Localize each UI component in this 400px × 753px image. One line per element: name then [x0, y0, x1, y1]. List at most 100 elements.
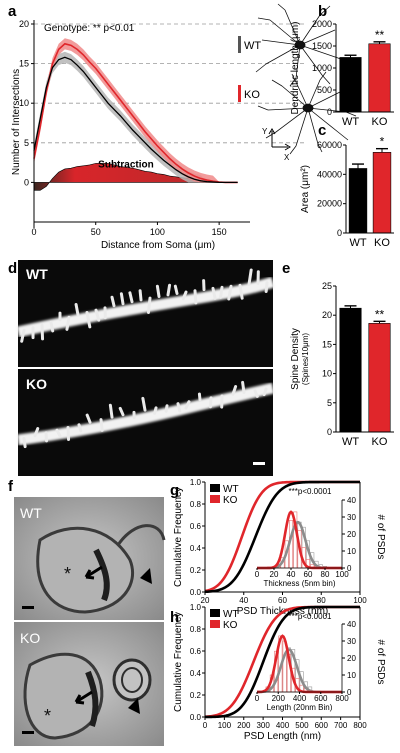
inset-xtick-label: 200 [272, 694, 286, 703]
ytick-label: 500 [317, 85, 332, 95]
inset-xtick-label: 400 [293, 694, 307, 703]
xtick-label: 300 [256, 721, 270, 730]
spine-ko [184, 400, 191, 410]
spine-wt [138, 289, 143, 302]
a-ytick-label: 10 [19, 98, 29, 108]
cum-ylabel-right: # of PSDs [375, 514, 386, 559]
category-label: WT [349, 237, 366, 249]
a-ytick-label: 15 [19, 59, 29, 69]
category-label: KO [372, 436, 388, 448]
ytick-label: 1500 [312, 41, 332, 51]
ytick-label: 0 [337, 228, 342, 238]
legend-swatch-ko [210, 495, 220, 503]
cdf-wt [204, 605, 360, 719]
orientation-axes: Y X [262, 127, 291, 162]
spine-wt [173, 284, 179, 295]
spine-ko [141, 396, 147, 412]
panel-d: d WT KO [8, 260, 275, 476]
spine-wt [227, 284, 233, 301]
ytick-label: 60000 [317, 140, 342, 150]
xtick-label: 200 [237, 721, 251, 730]
em-wt-arrowhead [140, 568, 152, 584]
p-value-annotation: ***p<0.0001 [289, 487, 332, 496]
xtick-label: 600 [315, 721, 329, 730]
em-ko-asterisk: * [44, 706, 51, 726]
category-label: WT [342, 116, 359, 128]
inset-ytick-label: 40 [347, 496, 356, 505]
inset-ytick-label: 0 [347, 564, 352, 573]
dendrite-wt-shaft [16, 276, 275, 338]
panel-label-c: c [318, 122, 326, 139]
spine-ko [253, 389, 259, 398]
spine-wt [238, 283, 244, 300]
spine-ko [77, 423, 83, 433]
xtick-label: 40 [239, 596, 248, 605]
em-wt-arrow [84, 565, 103, 580]
xtick-label: 80 [317, 596, 326, 605]
legend-swatch-wt [238, 36, 241, 53]
ytick-label: 1.0 [190, 603, 202, 612]
ytick-label: 0.4 [190, 669, 202, 678]
inset-ytick-label: 40 [347, 620, 356, 629]
panel-h: h 0.00.20.40.60.81.00 100 200 300 400 500 600 7… [170, 603, 386, 742]
spine-ko [231, 385, 238, 396]
xtick-label: 100 [218, 721, 232, 730]
dendrite-wt-spines [20, 268, 269, 343]
ytick-label: 0.0 [190, 713, 202, 722]
spine-wt [128, 291, 134, 304]
category-label: KO [374, 237, 390, 249]
category-label: KO [372, 116, 388, 128]
subtraction-label: Subtraction [98, 159, 154, 170]
xtick-label: 500 [295, 721, 309, 730]
spine-ko [55, 428, 62, 438]
ytick-label: 0 [327, 427, 332, 437]
panel-label-f: f [8, 478, 14, 495]
scale-bar-f-wt [22, 606, 34, 609]
micrograph-ko-label: KO [26, 376, 47, 392]
spine-ko [164, 404, 169, 413]
inset-xtick-label: 0 [255, 570, 260, 579]
spine-wt [20, 328, 26, 343]
xtick-label: 60 [278, 596, 287, 605]
spine-wt [119, 292, 125, 306]
cum-ylabel: Cumulative Frequency [173, 487, 184, 587]
inset-xtick-label: 20 [270, 570, 279, 579]
ytick-label: 0.6 [190, 522, 202, 531]
legend-wt-label: WT [223, 484, 239, 495]
inset-xtick-label: 80 [321, 570, 330, 579]
legend-swatch-ko [210, 620, 220, 628]
ytick-label: 0.2 [190, 691, 202, 700]
legend-ko-label: KO [244, 89, 260, 101]
spine-wt [74, 302, 80, 317]
ytick-label: 15 [322, 339, 332, 349]
spine-ko [22, 436, 27, 449]
ytick-label: 40000 [317, 169, 342, 179]
scale-bar-d [253, 462, 265, 465]
ytick-label: 0.8 [190, 625, 202, 634]
inset-ytick-label: 20 [347, 530, 356, 539]
inset-ytick-label: 30 [347, 513, 356, 522]
bar-wt [348, 168, 368, 234]
micrograph-wt-label: WT [26, 266, 48, 282]
ytick-label: 2000 [312, 19, 332, 29]
dendrite-ko-spines [22, 380, 268, 449]
spine-ko [241, 380, 246, 395]
inset-xtick-label: 60 [304, 570, 313, 579]
bar-ylabel: Area (μm²) [300, 165, 311, 213]
significance-mark: ** [375, 307, 385, 321]
spine-wt [65, 315, 71, 331]
bar-ylabel: Spine Density [290, 328, 301, 390]
em-ko-arrowhead [128, 698, 140, 714]
genotype-annotation: Genotype: ** p<0.01 [44, 23, 135, 34]
spine-ko [44, 431, 49, 443]
inset-xtick-label: 800 [335, 694, 349, 703]
spine-ko [108, 403, 114, 419]
cum-ylabel: Cumulative Frequency [173, 612, 184, 712]
ytick-label: 0.6 [190, 647, 202, 656]
ytick-label: 20000 [317, 199, 342, 209]
spine-ko [153, 406, 158, 415]
spine-wt [166, 283, 172, 297]
panel-f: f * WT * KO [8, 478, 166, 746]
